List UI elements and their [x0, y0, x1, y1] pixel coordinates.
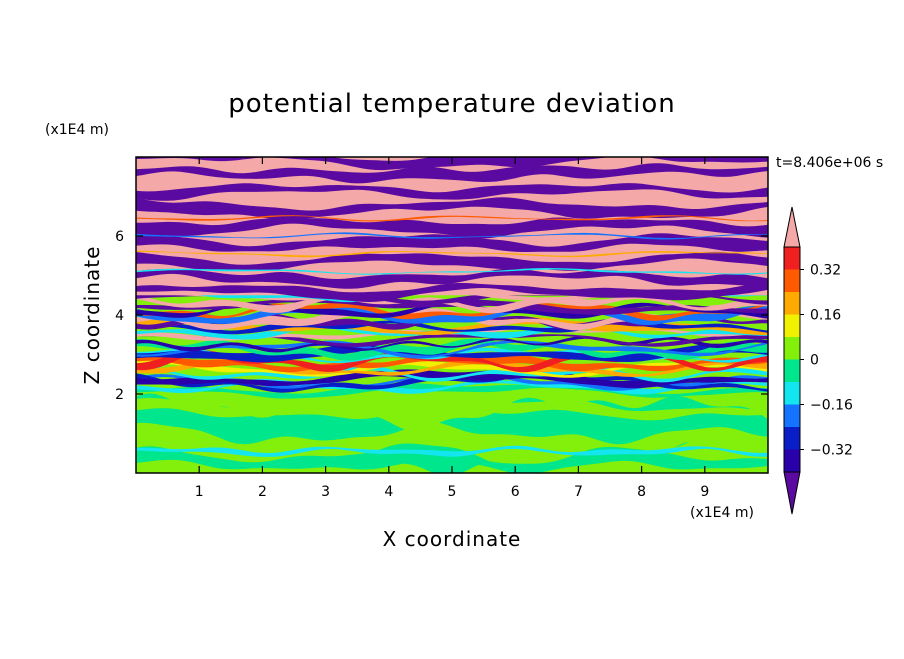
x-tick-label: 3: [321, 484, 330, 500]
y-axis-ticks: 2 4 6: [115, 229, 768, 403]
transition-band-18: [136, 316, 768, 336]
upper-cold-band-4: [136, 217, 768, 239]
colorbar-segment: [784, 337, 800, 360]
x-tick-label: 1: [195, 484, 204, 500]
upper-accent-0: [136, 268, 768, 275]
colorbar-tick-label: −0.32: [810, 443, 853, 459]
colorbar-segment: [784, 292, 800, 315]
transition-band-11: [136, 343, 768, 363]
plot-area: [136, 157, 768, 473]
colorbar-segment: [784, 269, 800, 292]
x-tick-label: 5: [448, 484, 457, 500]
transition-band-25: [136, 297, 768, 315]
y-axis-unit: (x1E4 m): [45, 122, 109, 138]
x-tick-label: 8: [637, 484, 646, 500]
transition-band-0: [136, 383, 768, 399]
y-tick-label: 4: [115, 308, 124, 324]
time-label: t=8.406e+06 s: [776, 155, 883, 171]
upper-cold-band-6: [136, 183, 768, 201]
x-axis-label: X coordinate: [383, 527, 522, 551]
colorbar-tick-label: 0.32: [810, 263, 841, 279]
colorbar-extend-min: [783, 471, 801, 515]
transition-band-8: [136, 352, 768, 373]
colorbar-segment: [784, 314, 800, 337]
colorbar-segment: [784, 382, 800, 405]
upper-cold-band-2: [136, 251, 768, 271]
chart-title: potential temperature deviation: [228, 89, 675, 119]
transition-band-13: [136, 340, 768, 359]
upper-accent-3: [136, 215, 768, 222]
transition-band-12: [136, 338, 768, 361]
upper-accent-1: [136, 250, 768, 258]
transition-band-15: [136, 333, 768, 347]
y-axis-label: Z coordinate: [80, 246, 104, 385]
upper-cold-band-3: [136, 231, 768, 252]
colorbar-segment: [784, 404, 800, 427]
x-tick-label: 6: [511, 484, 520, 500]
colorbar: 0.32 0.16 0 −0.16 −0.32: [783, 206, 853, 515]
colorbar-tick-label: 0.16: [810, 308, 841, 324]
x-tick-label: 2: [258, 484, 267, 500]
colorbar-segment: [784, 449, 800, 472]
lower-patch-e: [136, 445, 768, 457]
transition-band-2: [136, 374, 768, 391]
colorbar-segment: [784, 359, 800, 382]
colorbar-segment: [784, 427, 800, 450]
lower-patch-d: [136, 397, 768, 421]
x-tick-label: 4: [384, 484, 393, 500]
x-axis-ticks: 1 2 3 4 5 6 7 8 9: [195, 157, 709, 500]
upper-cold-band-1: [136, 268, 768, 289]
y-tick-label: 6: [115, 229, 124, 245]
upper-cold-band-0: [136, 283, 768, 302]
colorbar-extend-max: [783, 206, 801, 248]
transition-band-26: [136, 294, 768, 314]
upper-cold-band-5: [136, 197, 768, 220]
colorbar-segment: [784, 247, 800, 270]
x-tick-label: 7: [574, 484, 583, 500]
contour-fill-layer: [136, 157, 768, 473]
x-tick-label: 9: [700, 484, 709, 500]
transition-band-14: [136, 336, 768, 353]
transition-band-7: [136, 358, 768, 377]
colorbar-tick-label: −0.16: [810, 398, 853, 414]
upper-cold-band-7: [136, 163, 768, 184]
colorbar-tick-label: 0: [810, 353, 819, 369]
y-tick-label: 2: [115, 387, 124, 403]
transition-band-21: [136, 304, 768, 331]
x-axis-unit: (x1E4 m): [690, 505, 754, 521]
